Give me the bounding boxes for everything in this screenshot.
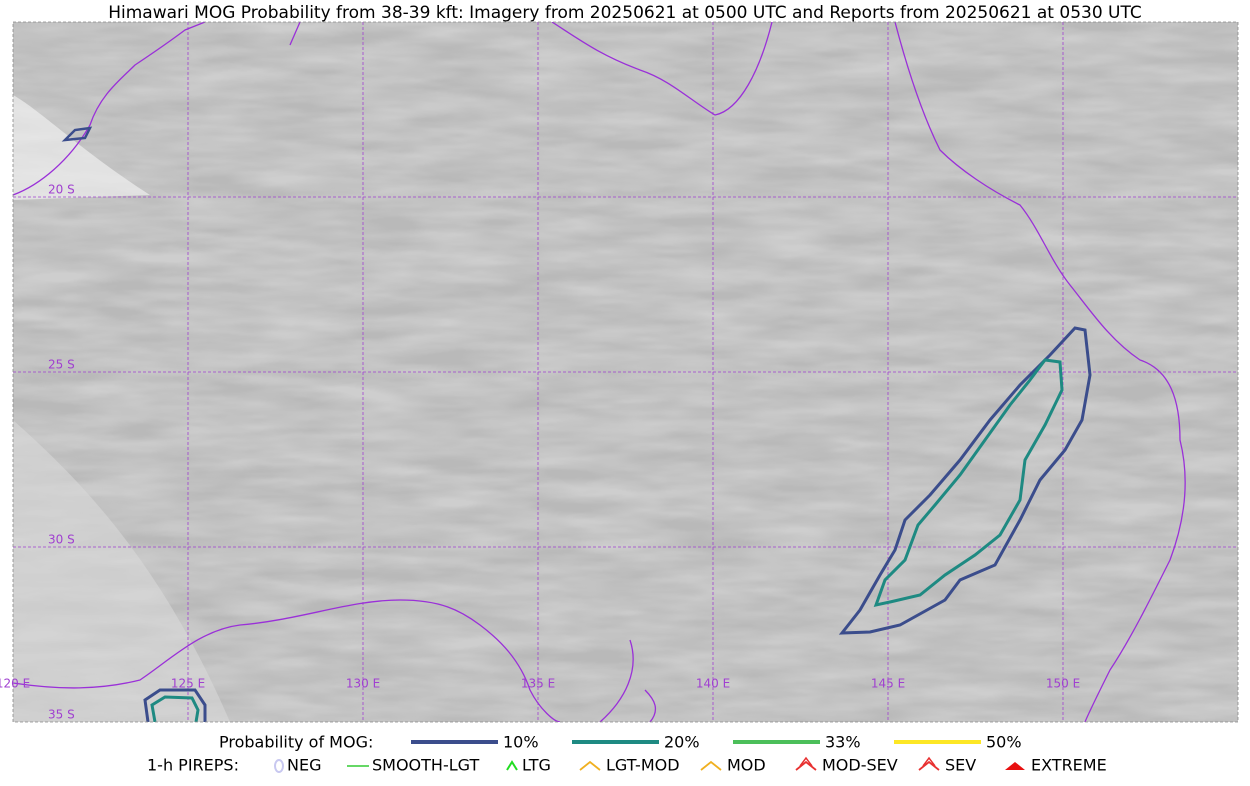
legend-item-label: SEV <box>945 756 976 775</box>
legend-item-label: LGT-MOD <box>606 756 680 775</box>
lon-label: 130 E <box>346 677 380 691</box>
grid-labels: 20 S 25 S 30 S 35 S 120 E 125 E 130 E 135 E 140 … <box>0 183 1080 722</box>
legend-item-label: MOD <box>727 756 766 775</box>
cloud-patch <box>13 420 230 722</box>
legend-label: Probability of MOG: <box>219 733 373 752</box>
legend-item-label: 50% <box>986 733 1022 752</box>
pirep-icon <box>700 760 722 771</box>
pirep-icon <box>506 760 518 771</box>
legend-label: 1-h PIREPS: <box>147 756 239 775</box>
contour-20 <box>873 358 1064 608</box>
lon-label: 140 E <box>696 677 730 691</box>
map-frame <box>12 21 1239 723</box>
coastline <box>13 22 1186 722</box>
pirep-icon <box>918 760 940 771</box>
lat-label: 25 S <box>48 358 75 372</box>
cloud-patch <box>13 95 150 200</box>
pirep-icon <box>1005 762 1025 770</box>
lon-label: 145 E <box>871 677 905 691</box>
contour-10 <box>61 126 93 142</box>
contour-20 <box>150 695 200 722</box>
lat-label: 35 S <box>48 708 75 722</box>
legend: Probability of MOG: 10% 20% 33% 50% 1-h PIREP… <box>147 733 1107 775</box>
title: Himawari MOG Probability from 38-39 kft:… <box>108 3 1142 23</box>
legend-item-label: MOD-SEV <box>822 756 898 775</box>
lon-label: 120 E <box>0 677 30 691</box>
legend-item-label: SMOOTH-LGT <box>372 756 479 775</box>
lat-label: 30 S <box>48 533 75 547</box>
pirep-icon <box>799 756 813 767</box>
pirep-icon <box>922 756 936 767</box>
contour-10 <box>838 326 1092 635</box>
legend-item-label: 10% <box>503 733 539 752</box>
map <box>13 22 1238 722</box>
lon-label: 125 E <box>171 677 205 691</box>
pirep-icon <box>795 760 817 771</box>
pirep-icon <box>274 759 284 773</box>
lon-label: 150 E <box>1046 677 1080 691</box>
legend-item-label: 33% <box>825 733 861 752</box>
pirep-icon <box>579 760 601 771</box>
legend-item-label: 20% <box>664 733 700 752</box>
legend-item-label: LTG <box>522 756 551 775</box>
lon-label: 135 E <box>521 677 555 691</box>
lat-label: 20 S <box>48 183 75 197</box>
contour-10 <box>143 688 207 722</box>
legend-item-label: EXTREME <box>1031 756 1107 775</box>
legend-item-label: NEG <box>287 756 321 775</box>
